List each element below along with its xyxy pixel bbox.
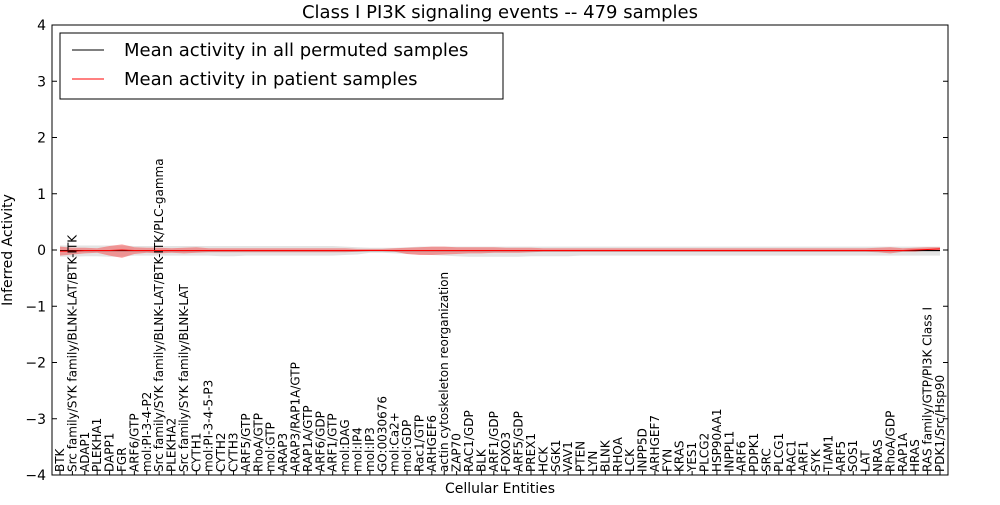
category-label: RAP1A/GTP [301,405,315,472]
category-label: RHOA [611,436,625,472]
category-label: Src family/SYK family/BLNK-LAT/BTK-ITK [65,234,79,472]
category-label: BLNK [598,439,612,472]
category-label: LYN [586,451,600,472]
category-label: GO:0030676 [375,396,389,472]
legend-label-patient: Mean activity in patient samples [124,69,418,90]
category-label: PREX1 [524,433,538,472]
category-label: Src family/SYK family/BLNK-LAT [177,283,191,472]
y-tick-label: 4 [37,18,46,34]
category-label: Src family/SYK family/BLNK-LAT/BTK-ITK/P… [152,158,166,472]
y-tick-label: −1 [25,299,46,315]
category-label: DAPP1 [103,433,117,472]
category-label: PTEN [574,441,588,472]
category-label: FOXO3 [499,432,513,472]
category-label: FGR [115,447,129,472]
category-label: mol:PI-3-4-5-P3 [202,380,216,472]
category-label: PLCG1 [772,433,786,472]
category-label: SRC [759,448,773,472]
y-axis-ticks: −4 −3 −2 −1 0 1 2 3 4 [25,18,948,484]
chart-title: Class I PI3K signaling events -- 479 sam… [302,2,698,23]
category-label: mol:DAG [338,419,352,472]
category-label: KRAS [673,440,687,472]
category-label: SGK1 [549,440,563,472]
category-label: YES1 [685,442,699,473]
category-label: actin cytoskeleton reorganization [437,272,451,472]
category-label: BLK [474,448,488,472]
x-axis-label: Cellular Entities [445,481,555,497]
y-tick-label: 2 [37,131,46,147]
category-label: SOS1 [846,440,860,472]
category-label: ARHGEF7 [648,415,662,472]
category-label: HRAS [908,439,922,472]
category-label: RhoA/GTP [251,413,265,472]
legend: Mean activity in all permuted samples Me… [59,32,504,100]
category-label: mol:GDP [400,420,414,472]
category-label: ARF6 [735,441,749,472]
category-label: ARF5 [834,441,848,472]
category-label: HCK [536,446,550,472]
category-label: INPPL1 [722,431,736,472]
category-label: ARF6/GDP [313,411,327,472]
category-label: ARF1 [797,441,811,472]
category-label: ZAP70 [450,433,464,472]
category-label: LAT [859,450,873,472]
category-label: RAC1 [784,440,798,472]
category-label: mol:PI-3-4-P2 [140,392,154,472]
category-label: mol:IP4 [350,427,364,472]
line-series-1 [60,248,941,252]
category-label: RAS family/GTP/PI3K Class I [921,307,935,472]
category-label: ARF1/GDP [487,411,501,472]
category-label: ARF5/GDP [512,411,526,472]
category-label: ARF6/GTP [127,413,141,472]
y-tick-label: −2 [25,356,46,372]
category-label: mol:Ca2+ [388,412,402,472]
category-label: RAP1A [896,432,910,472]
category-label: NRAS [871,439,885,472]
category-label: PLCG2 [698,433,712,472]
legend-label-permuted: Mean activity in all permuted samples [124,40,468,61]
category-label: BTK [53,447,67,472]
category-label: RAC1/GDP [462,410,476,472]
category-label: ARAP3 [276,433,290,472]
category-label: Rac1/GTP [412,415,426,472]
category-label: SYK [809,448,823,472]
y-axis-label: Inferred Activity [0,194,16,306]
category-label: HSP90AA1 [710,408,724,472]
category-label: RhoA/GDP [883,411,897,472]
category-label: mol:IP3 [363,427,377,472]
category-label: PDPK1 [747,433,761,472]
y-tick-label: 3 [37,74,46,90]
category-label: CYTH2 [214,433,228,473]
category-label: ARAP3/RAP1A/GTP [288,362,302,472]
category-label: ARF1/GTP [326,413,340,472]
category-label: TIAM1 [821,435,835,473]
y-tick-label: 0 [37,243,46,259]
category-label: CYTH1 [189,433,203,473]
category-label: PLEKHA2 [165,418,179,472]
category-label: VAV1 [561,441,575,472]
category-label: FYN [660,449,674,472]
category-label: mol:GTP [264,422,278,472]
category-label: INPP5D [636,428,650,472]
y-tick-label: −3 [25,412,46,428]
category-label: ARF5/GTP [239,413,253,472]
category-label: ARHGEF6 [425,415,439,472]
y-tick-label: 1 [37,187,46,203]
category-label: PLEKHA1 [90,418,104,472]
category-label: PDK1/Src/Hsp90 [933,375,947,472]
category-label: ADAP1 [78,432,92,472]
category-label: CYTH3 [227,433,241,473]
legend-box [59,32,504,100]
plot-area [60,244,941,258]
y-tick-label: −4 [25,468,46,484]
category-label: LCK [623,448,637,472]
